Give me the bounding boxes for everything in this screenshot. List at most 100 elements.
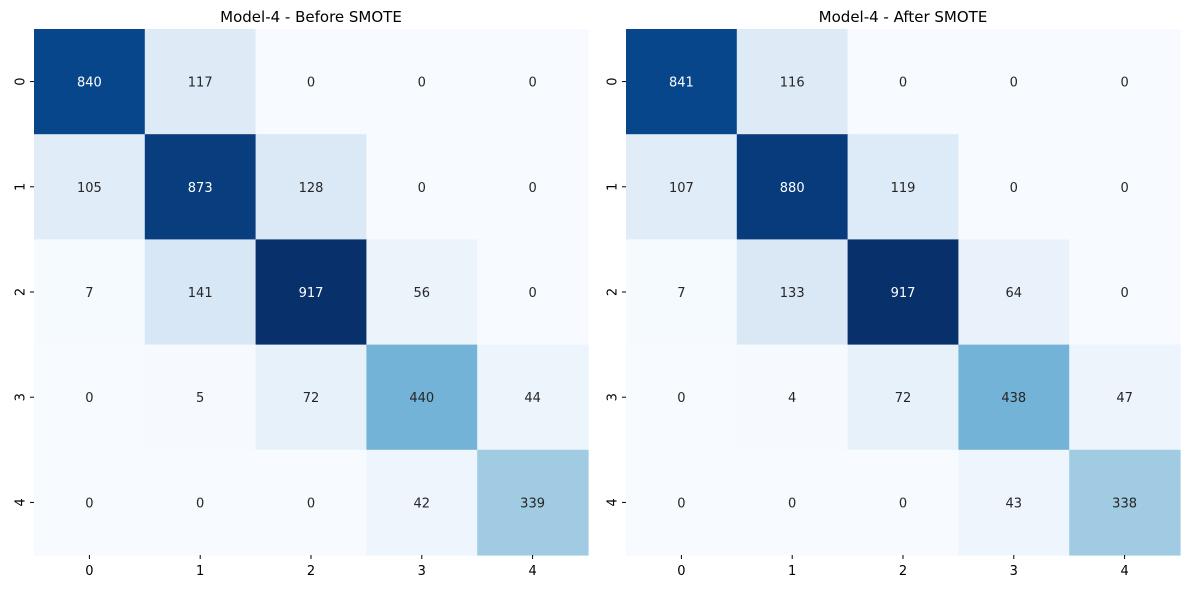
heatmap-cell xyxy=(736,344,849,451)
cell-value-label: 873 xyxy=(188,181,213,196)
y-tick-label: 2 xyxy=(606,288,621,296)
heatmap-cell xyxy=(366,344,478,451)
heatmap-cell xyxy=(958,29,1070,135)
cell-value-label: 4 xyxy=(788,391,796,406)
cell-value-label: 119 xyxy=(891,181,916,196)
cell-value-label: 0 xyxy=(1120,76,1128,91)
cell-value-label: 438 xyxy=(1001,391,1026,406)
heatmap-cell xyxy=(736,134,849,240)
cell-value-label: 128 xyxy=(299,181,324,196)
y-axis: 0 1 2 3 4 xyxy=(606,77,626,507)
cell-value-label: 338 xyxy=(1112,496,1137,511)
heatmap-cell xyxy=(626,449,738,556)
cell-value-label: 0 xyxy=(418,181,426,196)
heatmap-cell xyxy=(1069,29,1181,135)
heatmap-cell xyxy=(144,449,257,556)
cell-value-label: 0 xyxy=(677,496,685,511)
cell-value-label: 0 xyxy=(677,391,685,406)
cell-value-label: 0 xyxy=(899,496,907,511)
x-axis: 0 1 2 3 4 xyxy=(677,555,1129,579)
heatmap-cell xyxy=(626,344,738,451)
heatmap-cell xyxy=(1069,134,1181,240)
cell-value-label: 64 xyxy=(1006,286,1023,301)
heatmap-cell xyxy=(1069,344,1181,451)
cell-value-label: 105 xyxy=(77,181,102,196)
x-tick-label: 0 xyxy=(677,564,685,579)
y-tick-label: 0 xyxy=(14,77,29,85)
heatmap-cell xyxy=(477,134,589,240)
chart-title-after: Model-4 - After SMOTE xyxy=(819,8,988,26)
cell-value-label: 116 xyxy=(780,76,805,91)
heatmap-cell xyxy=(34,344,146,451)
x-tick-label: 4 xyxy=(528,564,536,579)
cell-value-label: 56 xyxy=(414,286,431,301)
cell-value-label: 0 xyxy=(85,496,93,511)
heatmap-cell xyxy=(626,239,738,346)
heatmap-cell xyxy=(255,29,367,135)
heatmap-cell xyxy=(958,449,1070,556)
cell-value-label: 107 xyxy=(669,181,694,196)
cell-value-label: 339 xyxy=(520,496,545,511)
heatmap-cell xyxy=(1069,449,1181,556)
heatmap-cell xyxy=(144,134,257,240)
x-tick-label: 4 xyxy=(1120,564,1128,579)
cell-value-label: 0 xyxy=(307,496,315,511)
y-tick-label: 4 xyxy=(606,498,621,506)
heatmap-cell xyxy=(847,239,959,346)
x-axis: 0 1 2 3 4 xyxy=(85,555,537,579)
heatmap-cell xyxy=(958,134,1070,240)
cell-value-label: 0 xyxy=(788,496,796,511)
cell-value-label: 0 xyxy=(528,181,536,196)
cell-value-label: 0 xyxy=(196,496,204,511)
cell-value-label: 917 xyxy=(891,286,916,301)
heatmap-cell xyxy=(255,239,367,346)
heatmap-cell xyxy=(34,239,146,346)
cell-value-label: 0 xyxy=(899,76,907,91)
heatmap-cell xyxy=(366,29,478,135)
heatmap-cell xyxy=(366,239,478,346)
cell-value-label: 0 xyxy=(85,391,93,406)
heatmap-cell xyxy=(958,239,1070,346)
heatmap-cell xyxy=(477,449,589,556)
y-tick-label: 3 xyxy=(14,393,29,401)
heatmap-cell xyxy=(144,239,257,346)
cell-value-label: 141 xyxy=(188,286,213,301)
heatmap-cell xyxy=(847,134,959,240)
heatmap-cells: 841 116 0 0 0 107 880 119 0 0 7 133 917 64 0 0 4 72 438 47 0… xyxy=(626,29,1181,556)
cell-value-label: 5 xyxy=(196,391,204,406)
cell-value-label: 917 xyxy=(299,286,324,301)
cell-value-label: 44 xyxy=(524,391,541,406)
cell-value-label: 7 xyxy=(677,286,685,301)
y-tick-label: 1 xyxy=(606,183,621,191)
heatmap-cell xyxy=(34,449,146,556)
x-tick-label: 2 xyxy=(307,564,315,579)
chart-title-before: Model-4 - Before SMOTE xyxy=(220,8,402,26)
cell-value-label: 0 xyxy=(1010,181,1018,196)
heatmap-cell xyxy=(847,449,959,556)
heatmap-cell xyxy=(255,449,367,556)
cell-value-label: 0 xyxy=(1010,76,1018,91)
y-tick-label: 3 xyxy=(606,393,621,401)
x-tick-label: 0 xyxy=(85,564,93,579)
x-tick-label: 1 xyxy=(788,564,796,579)
heatmap-cell xyxy=(366,449,478,556)
y-tick-label: 4 xyxy=(14,498,29,506)
cell-value-label: 7 xyxy=(85,286,93,301)
cell-value-label: 47 xyxy=(1116,391,1133,406)
heatmap-cell xyxy=(477,29,589,135)
cell-value-label: 42 xyxy=(414,496,431,511)
heatmap-cell xyxy=(144,344,257,451)
cell-value-label: 0 xyxy=(418,76,426,91)
y-axis: 0 1 2 3 4 xyxy=(14,77,34,507)
heatmap-cell xyxy=(255,134,367,240)
cell-value-label: 0 xyxy=(307,76,315,91)
heatmap-cell xyxy=(477,344,589,451)
y-tick-label: 1 xyxy=(14,183,29,191)
cell-value-label: 841 xyxy=(669,76,694,91)
heatmap-cell xyxy=(255,344,367,451)
heatmap-cell xyxy=(958,344,1070,451)
